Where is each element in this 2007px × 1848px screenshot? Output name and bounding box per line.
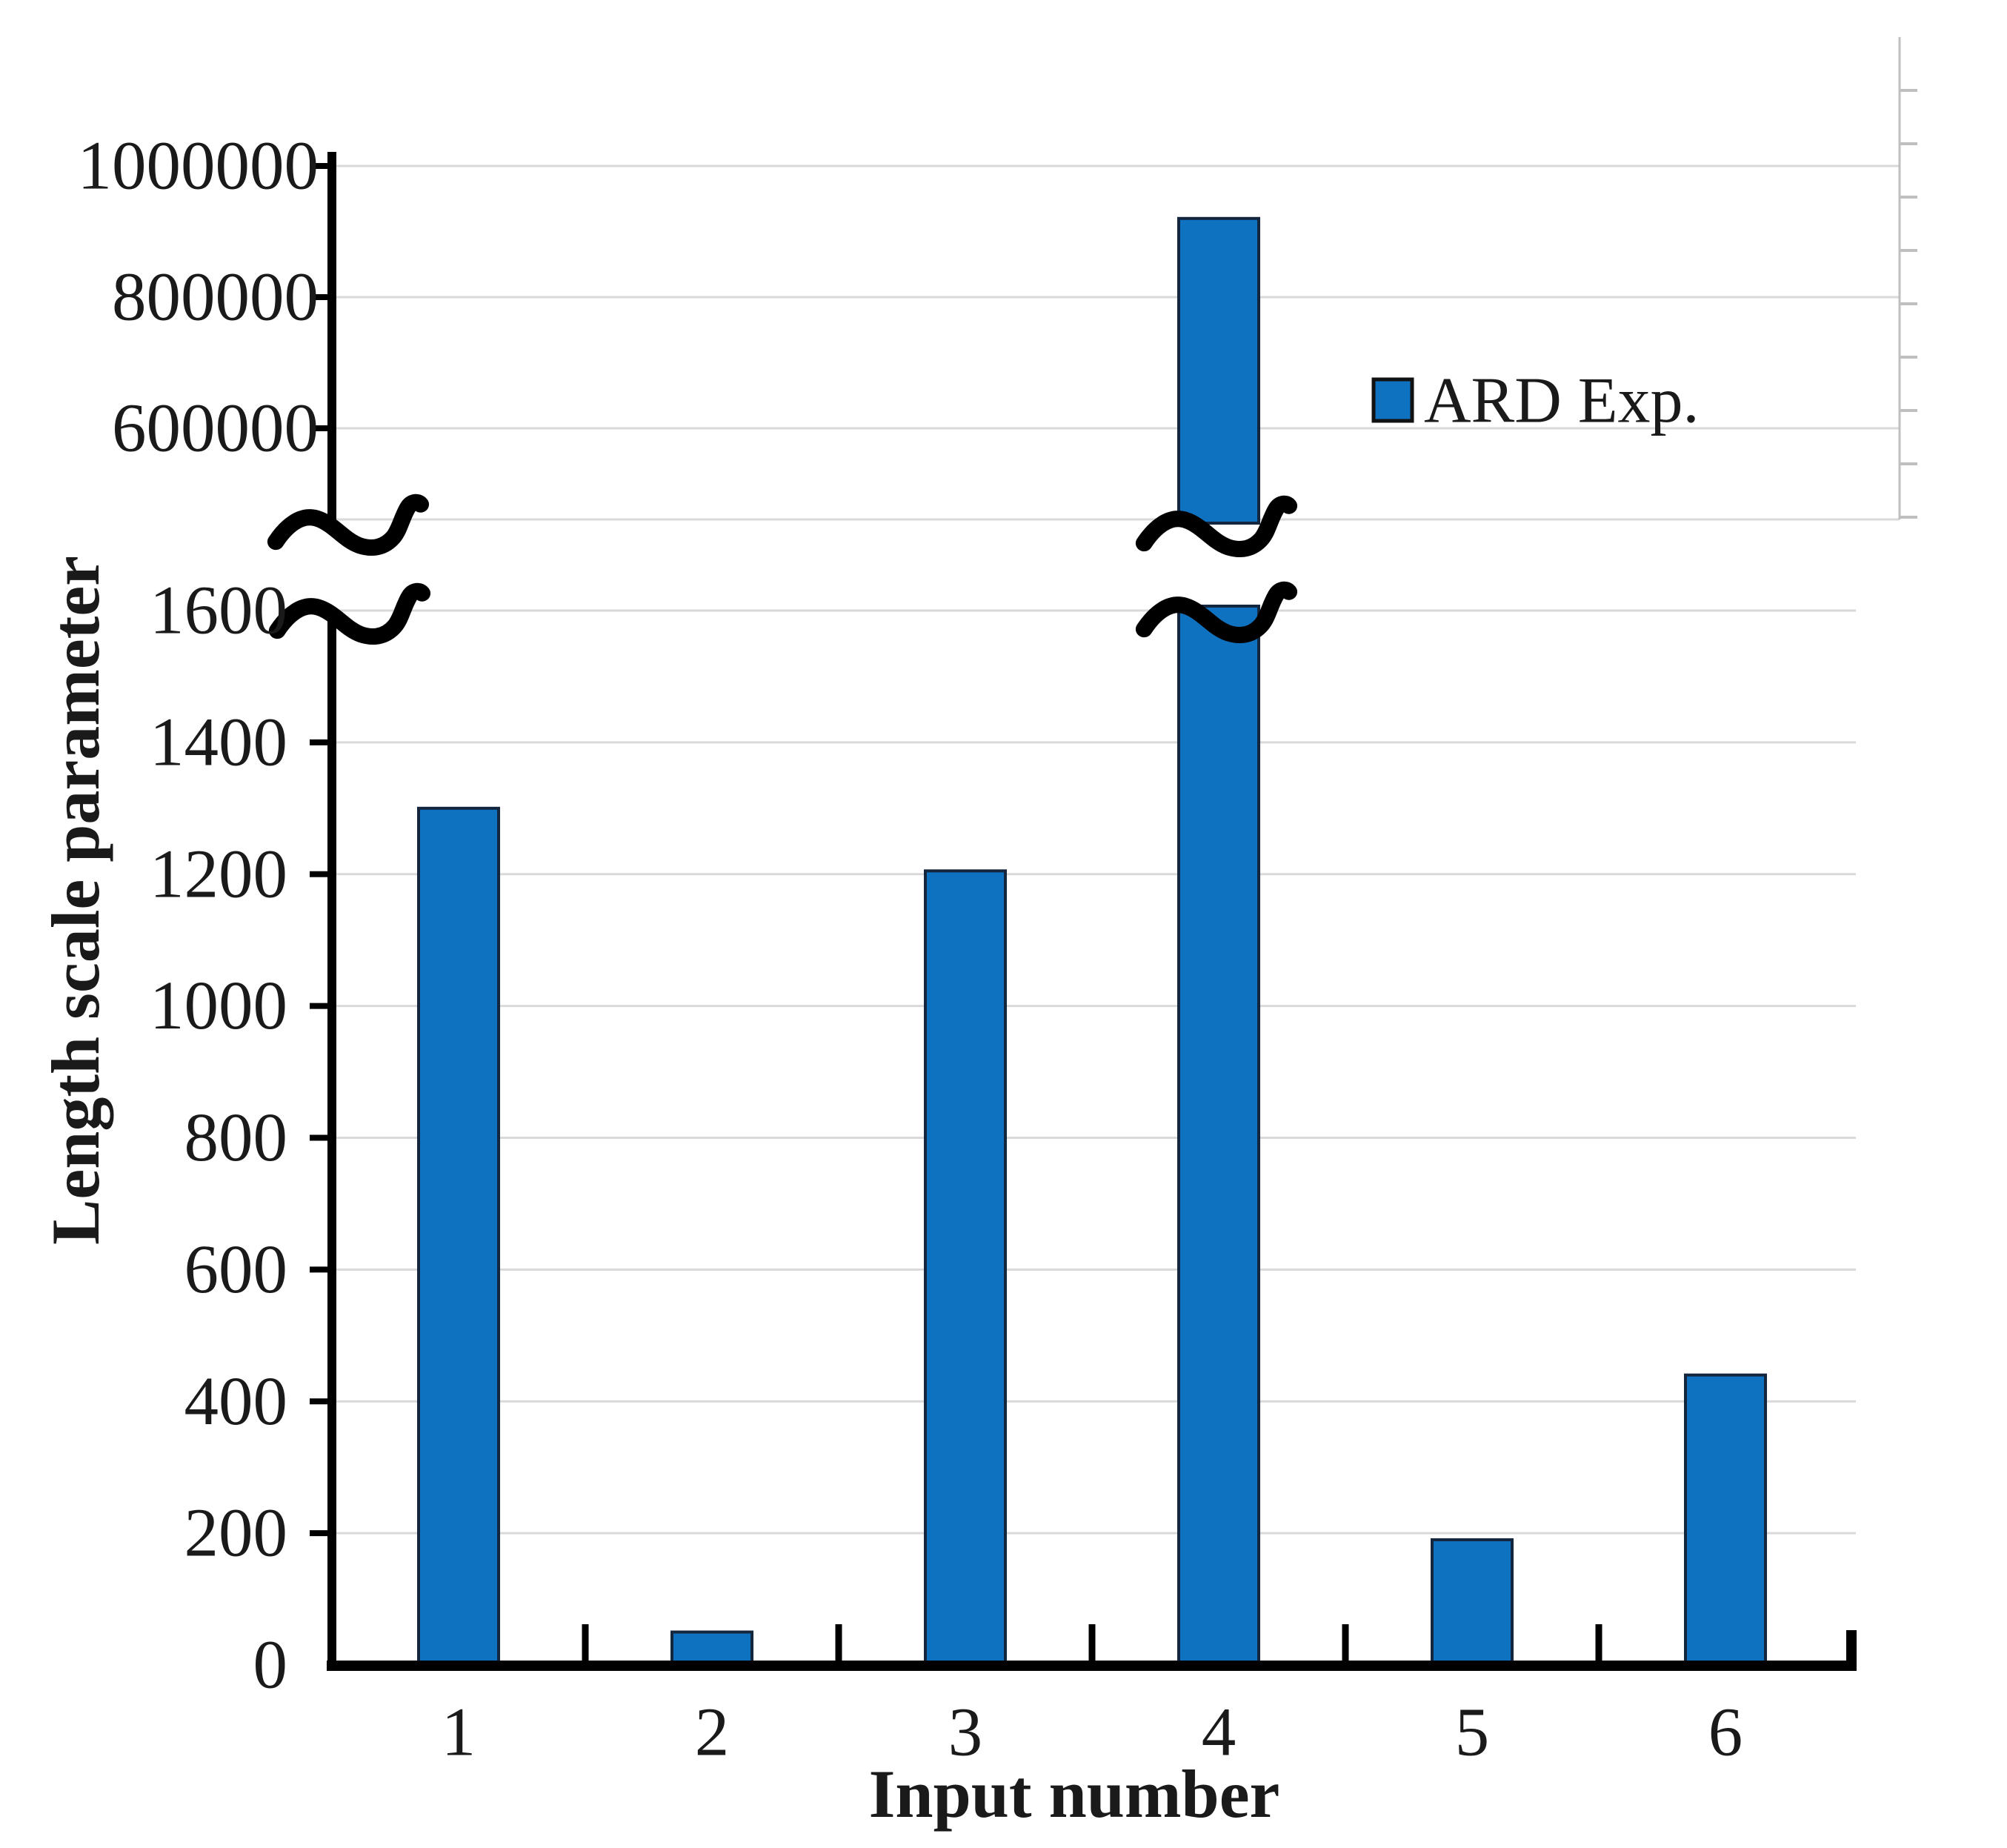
bar-input-4-upper-segment bbox=[1177, 216, 1260, 525]
y-tick-bottom-1400 bbox=[310, 739, 332, 745]
y-tick-label-top: 600000 bbox=[112, 390, 319, 467]
bar-input-3 bbox=[924, 869, 1007, 1666]
x-tick-label-2: 2 bbox=[695, 1695, 730, 1771]
bars bbox=[417, 216, 1767, 1667]
x-tick-label-4: 4 bbox=[1202, 1695, 1237, 1771]
y-tick-label-bottom: 400 bbox=[184, 1363, 288, 1440]
x-axis-category-tick bbox=[1088, 1624, 1096, 1663]
x-axis-category-tick bbox=[1342, 1624, 1349, 1663]
axis-break-squiggle-lower-left bbox=[268, 582, 431, 645]
x-axis-title: Input number bbox=[869, 1756, 1280, 1832]
x-axis-category-tick bbox=[835, 1624, 842, 1663]
tick-labels: 600000 800000 1000000 0 200 400 600 800 1000 1200… bbox=[78, 128, 1743, 1771]
y-tick-bottom-800 bbox=[310, 1134, 332, 1141]
legend-label: ARD Exp. bbox=[1424, 365, 1700, 437]
x-axis-category-tick bbox=[1595, 1624, 1602, 1663]
x-axis-line bbox=[327, 1661, 1857, 1671]
bar-input-2 bbox=[670, 1630, 753, 1666]
y-tick-label-bottom: 200 bbox=[184, 1495, 288, 1572]
y-tick-label-bottom: 0 bbox=[253, 1627, 288, 1704]
y-tick-top-800000 bbox=[310, 294, 332, 300]
y-tick-bottom-1200 bbox=[310, 871, 332, 877]
legend-swatch bbox=[1371, 377, 1414, 423]
right-minor-axis bbox=[1898, 37, 1917, 519]
y-tick-label-top: 1000000 bbox=[78, 128, 319, 205]
bar-input-1 bbox=[417, 806, 500, 1666]
axes bbox=[310, 152, 1857, 1671]
x-axis-end-tick bbox=[1846, 1630, 1857, 1663]
bottom-panel-gridlines bbox=[332, 609, 1856, 1535]
y-tick-label-top: 800000 bbox=[112, 259, 319, 336]
y-tick-top-600000 bbox=[310, 425, 332, 431]
y-tick-label-bottom: 1000 bbox=[150, 968, 287, 1044]
top-panel-y-axis-line bbox=[327, 152, 336, 519]
y-tick-label-bottom: 1200 bbox=[150, 836, 287, 912]
x-axis-category-tick bbox=[582, 1624, 589, 1663]
bar-break-squiggle-lower bbox=[1135, 581, 1298, 643]
x-tick-label-1: 1 bbox=[442, 1695, 476, 1771]
legend: ARD Exp. bbox=[1371, 365, 1700, 437]
y-tick-label-bottom: 800 bbox=[184, 1100, 288, 1176]
x-tick-label-3: 3 bbox=[948, 1695, 983, 1771]
x-tick-label-5: 5 bbox=[1455, 1695, 1490, 1771]
y-tick-label-bottom: 1400 bbox=[150, 704, 287, 780]
bar-input-4-lower-segment bbox=[1177, 605, 1260, 1666]
x-tick-label-6: 6 bbox=[1708, 1695, 1743, 1771]
y-tick-bottom-400 bbox=[310, 1398, 332, 1405]
y-tick-label-bottom: 1600 bbox=[150, 573, 287, 649]
y-tick-top-1000000 bbox=[310, 163, 332, 169]
bar-break-squiggle-upper bbox=[1135, 495, 1298, 557]
top-panel-gridlines bbox=[332, 164, 1900, 521]
y-tick-label-bottom: 600 bbox=[184, 1232, 288, 1308]
y-tick-bottom-600 bbox=[310, 1266, 332, 1273]
axis-break-squiggle-upper-left bbox=[267, 493, 430, 556]
bar-input-6 bbox=[1684, 1373, 1767, 1667]
y-tick-bottom-200 bbox=[310, 1530, 332, 1537]
bar-input-5 bbox=[1431, 1538, 1514, 1667]
axis-break-squiggles bbox=[267, 493, 1298, 645]
y-tick-bottom-1000 bbox=[310, 1003, 332, 1009]
y-axis-title: Length scale parameter bbox=[38, 556, 113, 1245]
